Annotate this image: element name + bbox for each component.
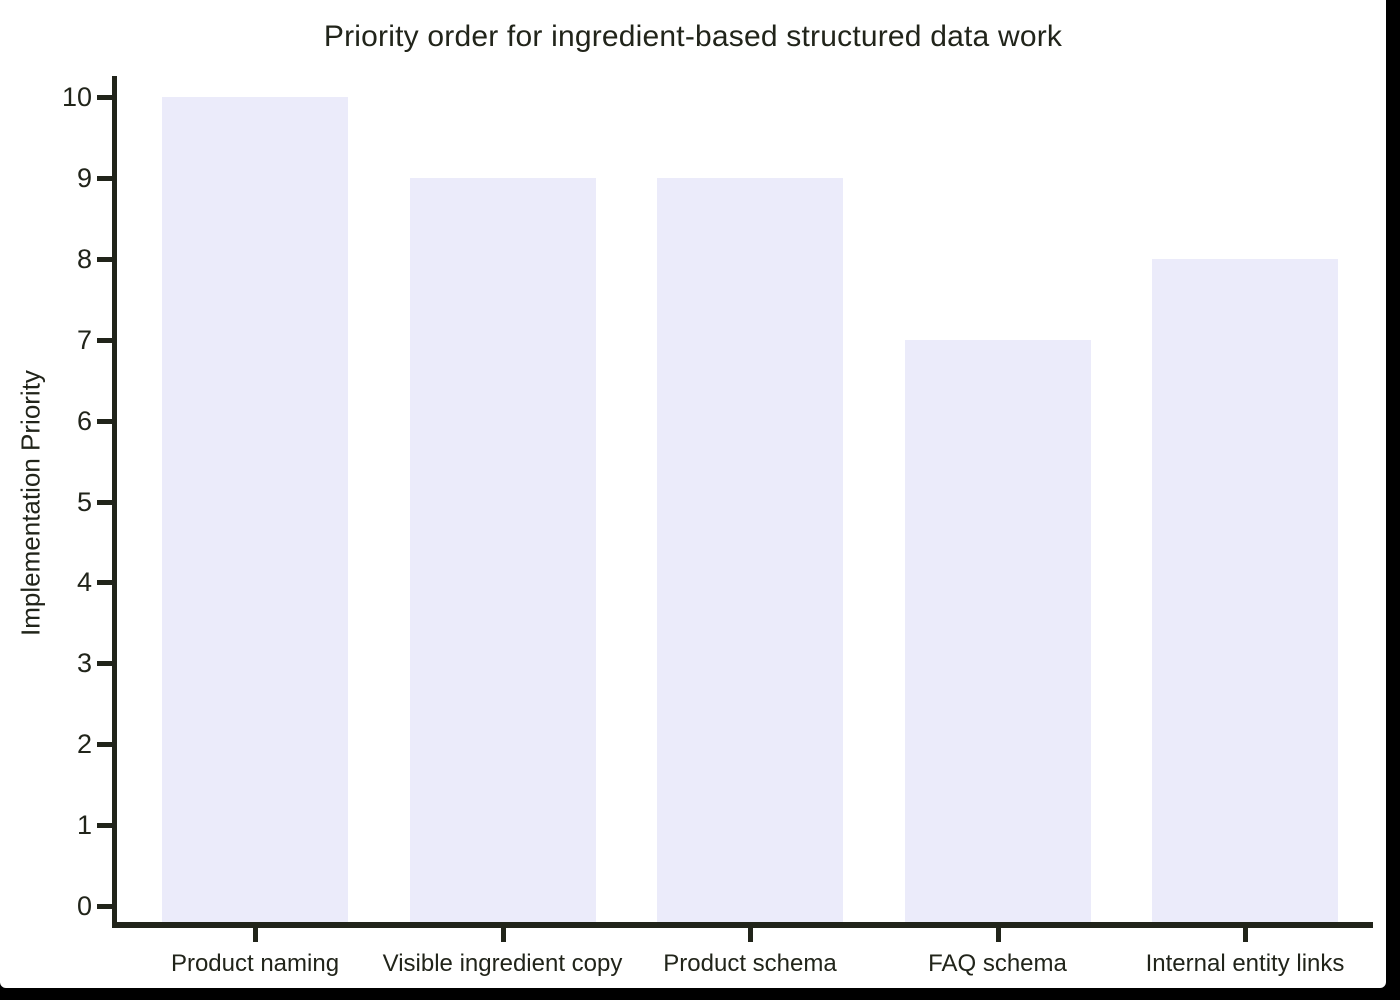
x-tick-4 (995, 928, 1001, 942)
x-category-label: Product schema (663, 950, 837, 977)
chart-canvas: Priority order for ingredient-based stru… (0, 0, 1386, 988)
y-tick-label-2: 2 (76, 729, 92, 760)
y-tick-label-5: 5 (76, 486, 92, 517)
x-category-label: FAQ schema (928, 950, 1067, 977)
x-tick-1 (253, 928, 258, 942)
y-tick-label-7: 7 (76, 324, 92, 355)
bar-visible-ingredient-copy (409, 177, 596, 925)
x-category-label: Internal entity links (1145, 950, 1345, 977)
x-axis-line (112, 922, 1373, 928)
y-tick-3 (97, 661, 114, 667)
y-tick-label-3: 3 (76, 648, 92, 679)
y-tick-label-1: 1 (76, 810, 92, 841)
y-tick-label-10: 10 (61, 82, 92, 112)
y-tick-label-6: 6 (76, 405, 92, 436)
y-tick-4 (97, 580, 114, 586)
x-category-label: Product naming (170, 950, 340, 977)
y-tick-10 (97, 95, 114, 100)
y-tick-1 (97, 823, 114, 829)
y-tick-5 (97, 499, 114, 505)
x-tick-5 (1243, 928, 1248, 942)
x-category-label: Visible ingredient copy (382, 950, 623, 977)
y-tick-6 (97, 418, 114, 424)
bar-internal-entity-links (1152, 258, 1338, 925)
bar-product-naming (162, 97, 348, 925)
y-tick-label-9: 9 (76, 162, 92, 193)
y-tick-9 (97, 175, 114, 181)
bar-faq-schema (904, 339, 1091, 925)
y-tick-label-0: 0 (76, 891, 92, 921)
x-tick-2 (500, 928, 506, 942)
bar-product-schema (657, 177, 843, 925)
x-tick-3 (748, 928, 753, 942)
y-tick-0 (97, 904, 114, 909)
chart-title: Priority order for ingredient-based stru… (323, 20, 1063, 53)
y-tick-label-4: 4 (76, 567, 92, 598)
y-tick-7 (97, 337, 114, 343)
y-tick-2 (97, 742, 114, 748)
y-axis-line (112, 76, 117, 928)
y-tick-8 (97, 256, 114, 262)
y-tick-label-8: 8 (76, 243, 92, 274)
